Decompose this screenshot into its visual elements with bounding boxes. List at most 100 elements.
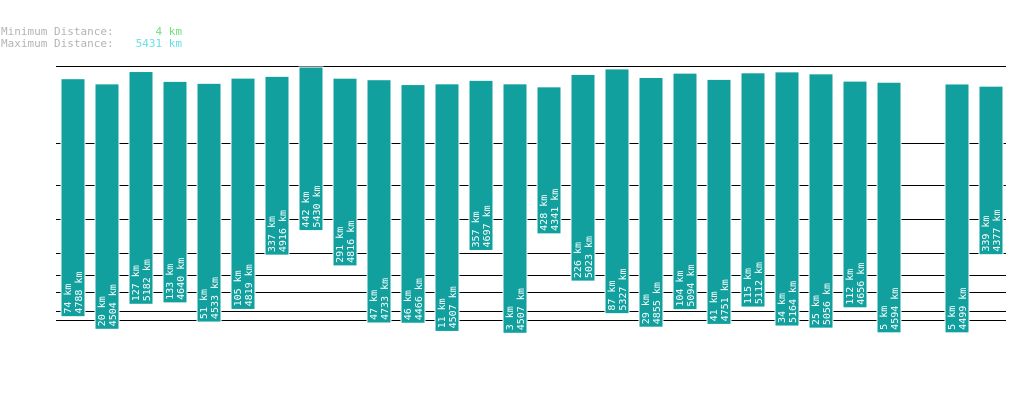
bar-min-label: 337 km bbox=[267, 216, 278, 252]
bar-min-label: 339 km bbox=[981, 216, 992, 252]
distance-bar bbox=[366, 79, 392, 324]
bar-max-label: 5094 km bbox=[686, 265, 697, 307]
bar-group: 442 km 5430 km bbox=[298, 66, 324, 232]
bar-group: 428 km 4341 km bbox=[536, 86, 562, 235]
distance-bar bbox=[298, 66, 324, 232]
distance-bar bbox=[94, 83, 120, 330]
bar-min-label: 74 km bbox=[63, 284, 74, 314]
bar-max-label: 4816 km bbox=[346, 221, 357, 263]
bar-group: 112 km 4656 km bbox=[842, 80, 868, 309]
bar-group: 46 km 4466 km bbox=[400, 84, 426, 324]
bar-min-label: 226 km bbox=[573, 242, 584, 278]
bar-group: 127 km 5182 km bbox=[128, 71, 154, 305]
distance-bar bbox=[638, 76, 664, 328]
bar-min-label: 20 km bbox=[97, 296, 108, 326]
bar-group: 291 km 4816 km bbox=[332, 77, 358, 267]
bar-group: 105 km 4819 km bbox=[230, 77, 256, 310]
bar-max-label: 4819 km bbox=[244, 264, 255, 306]
bar-min-label: 442 km bbox=[301, 191, 312, 227]
bar-min-label: 3 km bbox=[505, 306, 516, 330]
bar-group: 11 km 4507 km bbox=[434, 83, 460, 332]
max-distance-label: Maximum Distance: bbox=[1, 37, 114, 50]
distance-bar bbox=[400, 84, 426, 324]
legend-min-row: Minimum Distance: 4 km bbox=[1, 26, 182, 38]
bar-group: 133 km 4640 km bbox=[162, 80, 188, 304]
bar-group: 226 km 5023 km bbox=[570, 73, 596, 282]
distance-bar bbox=[264, 75, 290, 256]
distance-bar bbox=[230, 77, 256, 310]
bar-min-label: 291 km bbox=[335, 227, 346, 263]
distance-bar bbox=[60, 78, 86, 318]
bar-max-label: 4341 km bbox=[550, 189, 561, 231]
distance-legend: Minimum Distance: 4 km Maximum Distance: 5… bbox=[1, 26, 182, 50]
distance-bar bbox=[944, 83, 970, 334]
distance-bar bbox=[740, 72, 766, 308]
bar-min-label: 47 km bbox=[369, 290, 380, 320]
distance-bar bbox=[536, 86, 562, 235]
distance-bar bbox=[196, 82, 222, 323]
distance-bar bbox=[128, 71, 154, 305]
bar-min-label: 11 km bbox=[437, 298, 448, 328]
bar-max-label: 5023 km bbox=[584, 236, 595, 278]
bar-group: 47 km 4733 km bbox=[366, 79, 392, 324]
bar-group: 74 km 4788 km bbox=[60, 78, 86, 318]
distance-bar bbox=[502, 83, 528, 334]
bar-max-label: 5112 km bbox=[754, 262, 765, 304]
distance-bar bbox=[876, 81, 902, 334]
bar-max-label: 4507 km bbox=[516, 288, 527, 330]
bar-min-label: 25 km bbox=[811, 295, 822, 325]
bar-max-label: 5056 km bbox=[822, 283, 833, 325]
bar-group: 339 km 4377 km bbox=[978, 85, 1004, 256]
bar-group: 25 km 5056 km bbox=[808, 73, 834, 329]
bar-group: 115 km 5112 km bbox=[740, 72, 766, 308]
distance-bar bbox=[672, 72, 698, 311]
bar-min-label: 5 km bbox=[879, 306, 890, 330]
bar-max-label: 4697 km bbox=[482, 205, 493, 247]
bar-max-label: 4533 km bbox=[210, 277, 221, 319]
bar-min-label: 104 km bbox=[675, 271, 686, 307]
bar-max-label: 5430 km bbox=[312, 185, 323, 227]
bar-min-label: 5 km bbox=[947, 306, 958, 330]
bar-min-label: 29 km bbox=[641, 294, 652, 324]
distance-bar bbox=[706, 78, 732, 325]
legend-max-row: Maximum Distance: 5431 km bbox=[1, 38, 182, 50]
bar-min-label: 105 km bbox=[233, 270, 244, 306]
bar-max-label: 4733 km bbox=[380, 278, 391, 320]
bar-max-label: 4751 km bbox=[720, 279, 731, 321]
bar-group: 5 km 4594 km bbox=[876, 81, 902, 334]
bar-min-label: 46 km bbox=[403, 290, 414, 320]
bar-max-label: 4916 km bbox=[278, 210, 289, 252]
bar-max-label: 4466 km bbox=[414, 278, 425, 320]
bar-min-label: 51 km bbox=[199, 289, 210, 319]
bar-group: 104 km 5094 km bbox=[672, 72, 698, 311]
bar-min-label: 34 km bbox=[777, 293, 788, 323]
bar-min-label: 87 km bbox=[607, 281, 618, 311]
bar-max-label: 4504 km bbox=[108, 284, 119, 326]
distance-bar bbox=[774, 71, 800, 327]
max-distance-value: 5431 km bbox=[135, 37, 182, 50]
bar-group: 337 km 4916 km bbox=[264, 75, 290, 256]
bars-group: 74 km 4788 km 20 km 4504 km 127 km 5182 km 133… bbox=[60, 66, 1004, 334]
bar-max-label: 5182 km bbox=[142, 259, 153, 301]
distance-bar bbox=[434, 83, 460, 332]
bar-max-label: 4656 km bbox=[856, 263, 867, 305]
distance-bar bbox=[978, 85, 1004, 256]
bar-group: 34 km 5164 km bbox=[774, 71, 800, 327]
distance-bar bbox=[842, 80, 868, 309]
bar-min-label: 428 km bbox=[539, 195, 550, 231]
bar-group: 3 km 4507 km bbox=[502, 83, 528, 334]
distance-bar bbox=[468, 79, 494, 251]
distance-bar bbox=[332, 77, 358, 267]
min-distance-label: Minimum Distance: bbox=[1, 25, 114, 38]
bar-max-label: 4855 km bbox=[652, 282, 663, 324]
bar-group: 29 km 4855 km bbox=[638, 76, 664, 328]
distance-bar bbox=[808, 73, 834, 329]
bar-max-label: 5164 km bbox=[788, 281, 799, 323]
distance-bar bbox=[570, 73, 596, 282]
bar-group: 87 km 5327 km bbox=[604, 68, 630, 315]
bar-max-label: 4507 km bbox=[448, 286, 459, 328]
bar-group: 41 km 4751 km bbox=[706, 78, 732, 325]
bar-max-label: 4499 km bbox=[958, 288, 969, 330]
bar-min-label: 127 km bbox=[131, 265, 142, 301]
